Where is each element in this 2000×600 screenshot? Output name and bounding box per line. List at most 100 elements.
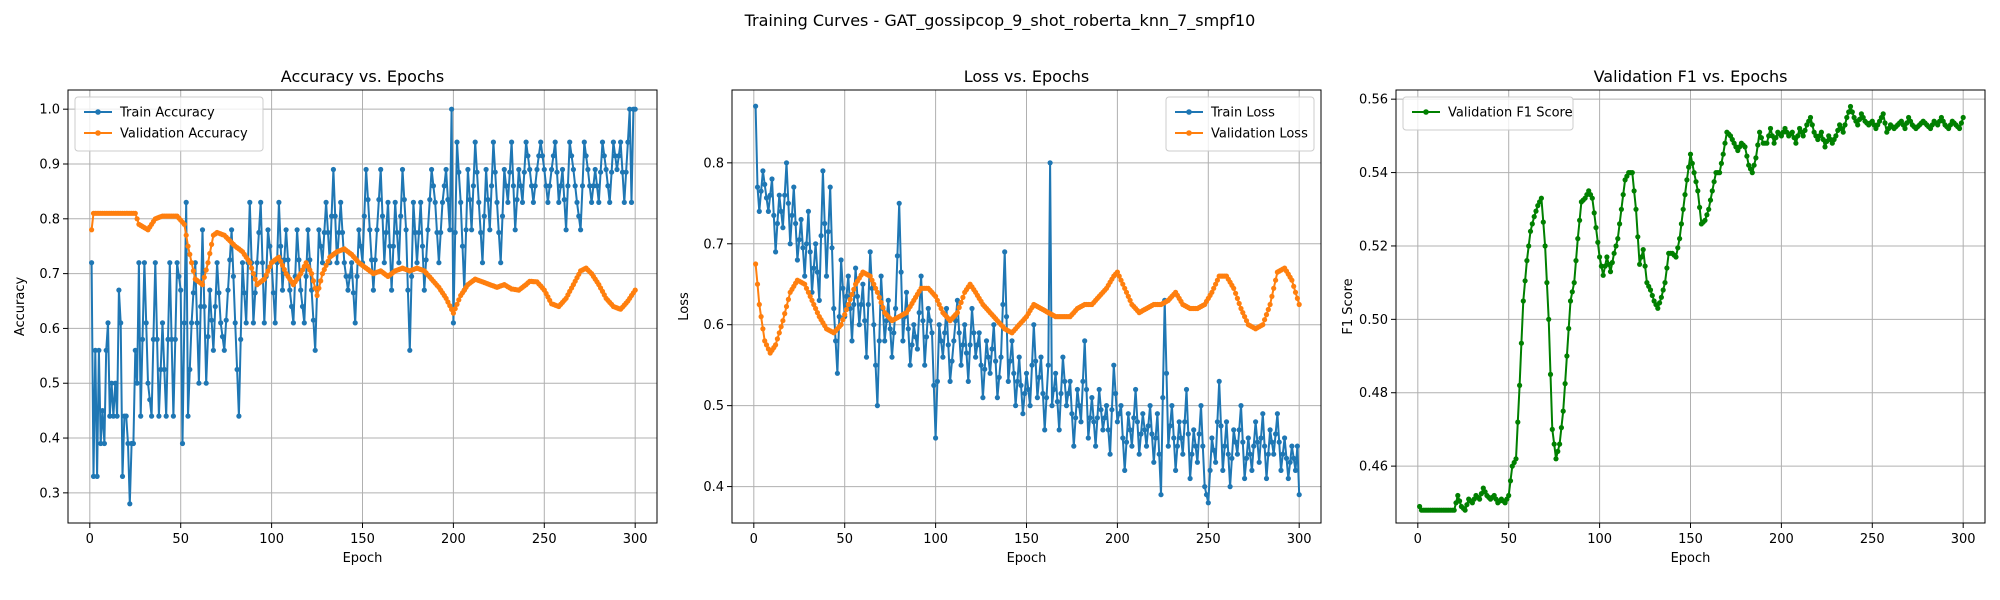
data-point	[1269, 439, 1275, 445]
data-point	[1113, 390, 1119, 397]
data-point	[963, 350, 970, 356]
x-tick-label: 250	[532, 532, 557, 547]
data-point	[299, 303, 306, 310]
data-point	[261, 276, 267, 282]
data-point	[1180, 451, 1186, 457]
data-point	[849, 338, 855, 344]
data-point	[1691, 170, 1697, 176]
data-point	[207, 250, 213, 257]
data-point	[834, 370, 841, 376]
data-point	[880, 304, 886, 311]
data-point	[1003, 314, 1010, 320]
y-tick-label: 0.5	[39, 377, 60, 392]
data-point	[1063, 403, 1070, 409]
data-point	[621, 199, 627, 205]
data-point	[1958, 120, 1964, 126]
data-point	[529, 183, 535, 189]
data-point	[1629, 170, 1635, 176]
data-point	[509, 139, 515, 145]
data-point	[1773, 135, 1779, 141]
data-point	[438, 229, 444, 236]
data-point	[1183, 386, 1190, 393]
data-point	[1451, 507, 1457, 513]
data-point	[813, 305, 819, 312]
data-point	[1242, 475, 1248, 482]
legend-frame	[1402, 96, 1574, 131]
x-tick-label: 50	[1500, 532, 1517, 547]
data-point	[827, 184, 833, 190]
data-point	[249, 265, 255, 271]
data-point	[1007, 358, 1013, 364]
data-point	[90, 473, 97, 479]
data-point	[840, 285, 846, 291]
data-point	[956, 304, 962, 311]
data-point	[427, 197, 433, 203]
data-point	[1220, 467, 1226, 473]
data-point	[1575, 236, 1581, 242]
data-point	[203, 267, 209, 273]
data-point	[874, 403, 881, 409]
data-point	[356, 227, 362, 233]
data-point	[463, 227, 469, 233]
data-point	[276, 254, 282, 260]
data-point	[1764, 140, 1770, 146]
data-point	[1274, 411, 1280, 417]
data-point	[787, 241, 793, 247]
data-point	[785, 296, 792, 302]
data-point	[487, 227, 493, 233]
data-point	[1116, 273, 1122, 279]
data-point	[1114, 419, 1120, 425]
data-point	[532, 183, 538, 189]
x-tick-label: 100	[923, 532, 948, 547]
data-point	[1118, 277, 1124, 283]
data-point	[933, 435, 939, 441]
data-point	[1231, 427, 1237, 433]
data-point	[934, 378, 941, 384]
data-point	[585, 166, 591, 173]
data-point	[1269, 293, 1275, 299]
data-point	[1611, 250, 1617, 256]
data-point	[793, 220, 799, 227]
data-point	[1094, 415, 1100, 421]
data-point	[1234, 295, 1240, 301]
data-point	[1287, 459, 1293, 465]
data-point	[123, 413, 129, 419]
data-point	[236, 413, 242, 419]
data-point	[525, 153, 531, 159]
data-point	[1185, 431, 1191, 437]
data-point	[239, 260, 246, 266]
data-point	[754, 184, 761, 190]
data-point	[1291, 283, 1297, 289]
data-point	[467, 197, 473, 203]
data-point	[545, 199, 551, 205]
data-point	[1153, 435, 1159, 441]
x-tick-label: 50	[172, 532, 189, 547]
data-point	[265, 268, 271, 274]
data-point	[394, 229, 400, 236]
data-point	[1767, 125, 1774, 132]
data-point	[452, 306, 458, 312]
data-point	[851, 286, 857, 292]
data-point	[996, 374, 1002, 380]
data-point	[1123, 289, 1130, 295]
data-point	[632, 106, 638, 112]
data-point	[538, 139, 544, 145]
data-point	[1158, 492, 1164, 498]
data-point	[1686, 164, 1692, 170]
data-point	[101, 440, 107, 447]
data-point	[878, 299, 884, 306]
data-point	[1218, 423, 1224, 429]
data-point	[567, 139, 573, 145]
data-point	[203, 380, 209, 386]
x-tick-label: 200	[1105, 532, 1130, 547]
data-point	[871, 281, 877, 287]
data-point	[1766, 133, 1772, 139]
data-point	[1638, 254, 1644, 260]
data-point	[489, 183, 495, 189]
x-axis-label: Epoch	[1671, 551, 1711, 566]
y-axis-label: Accuracy	[13, 277, 28, 337]
data-point	[338, 199, 344, 205]
data-point	[1025, 386, 1031, 393]
data-point	[201, 274, 207, 280]
y-tick-label: 0.48	[1359, 386, 1388, 401]
